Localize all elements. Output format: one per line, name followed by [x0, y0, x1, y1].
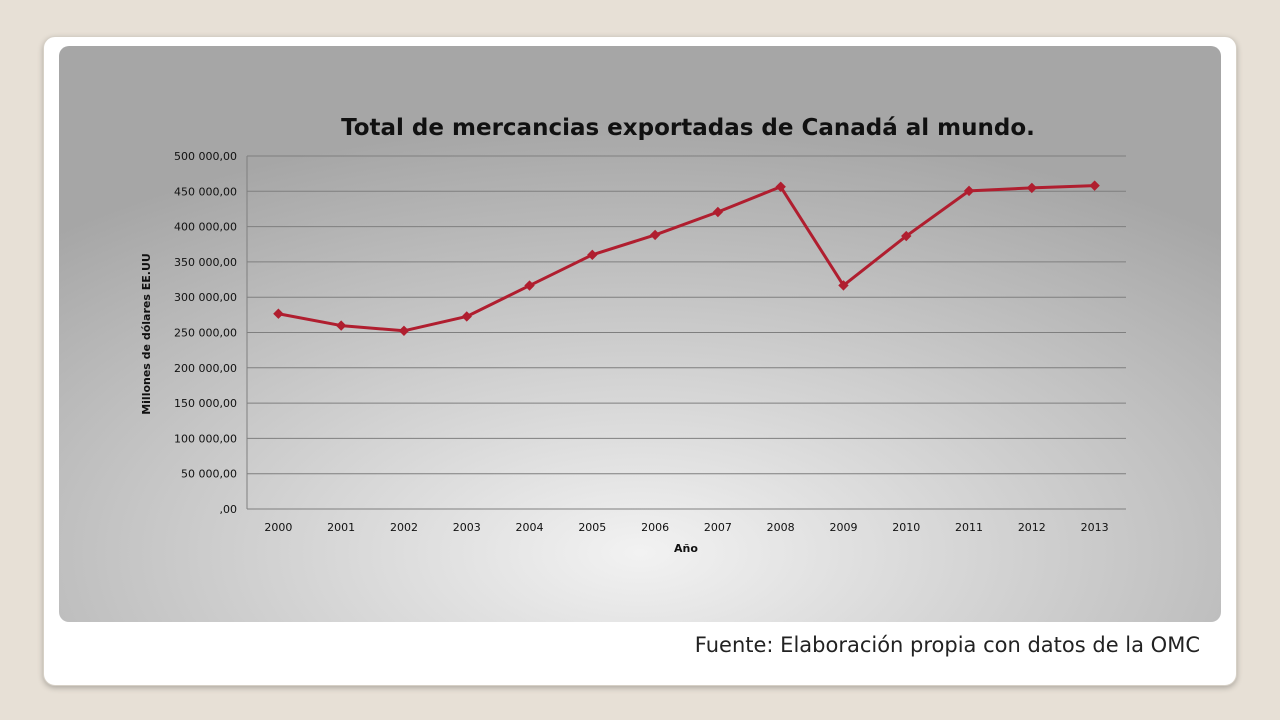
y-axis-ticks: ,00 50 000,00 100 000,00 150 000,00 200 000,… [174, 150, 237, 516]
x-tick-label: 2007 [704, 521, 732, 534]
y-tick-label: 200 000,00 [174, 362, 237, 375]
x-tick-label: 2006 [641, 521, 669, 534]
data-point-marker [398, 325, 410, 337]
y-tick-label: 250 000,00 [174, 327, 237, 340]
line-chart: Total de mercancias exportadas de Canadá… [59, 46, 1221, 622]
x-tick-label: 2009 [829, 521, 857, 534]
data-point-marker [649, 229, 661, 241]
y-tick-label: 100 000,00 [174, 432, 237, 445]
x-axis-ticks: 2000 2001 2002 2003 2004 2005 2006 2007 2008 2009… [264, 521, 1108, 534]
x-tick-label: 2012 [1018, 521, 1046, 534]
data-point-marker [587, 249, 598, 261]
data-point-marker [838, 280, 849, 291]
source-note: Fuente: Elaboración propia con datos de … [694, 633, 1200, 657]
y-tick-label: 350 000,00 [174, 256, 237, 269]
series-layer [273, 180, 1100, 337]
chart-background [59, 46, 1221, 622]
x-tick-label: 2010 [892, 521, 920, 534]
x-tick-label: 2004 [516, 521, 544, 534]
chart-title: Total de mercancias exportadas de Canadá… [341, 115, 1035, 141]
y-tick-label: 150 000,00 [174, 397, 237, 410]
y-axis-title: Millones de dólares EE.UU [140, 253, 153, 415]
data-point-marker [901, 230, 912, 242]
gridlines [246, 155, 1126, 510]
data-point-marker [335, 320, 347, 331]
x-tick-label: 2000 [264, 521, 292, 534]
data-point-marker [712, 206, 724, 218]
data-point-marker [524, 280, 535, 291]
data-point-marker [775, 181, 786, 192]
series-line [278, 184, 1095, 333]
y-tick-label: 400 000,00 [174, 221, 237, 234]
data-point-marker [461, 311, 472, 322]
data-point-marker [1089, 180, 1100, 191]
x-tick-label: 2001 [327, 521, 355, 534]
chart-panel: Total de mercancias exportadas de Canadá… [59, 46, 1221, 622]
y-tick-label: 500 000,00 [174, 150, 237, 163]
y-tick-label: 50 000,00 [181, 468, 237, 481]
x-tick-label: 2003 [453, 521, 481, 534]
x-tick-label: 2013 [1081, 521, 1109, 534]
data-point-marker [1026, 182, 1038, 194]
data-point-marker [273, 308, 284, 319]
y-tick-label: 300 000,00 [174, 291, 237, 304]
y-tick-label: ,00 [220, 503, 238, 516]
x-tick-label: 2011 [955, 521, 983, 534]
x-axis-title: Año [674, 542, 698, 555]
x-tick-label: 2008 [767, 521, 795, 534]
y-tick-label: 450 000,00 [174, 185, 237, 198]
x-tick-label: 2005 [578, 521, 606, 534]
data-point-marker [963, 185, 975, 197]
x-tick-label: 2002 [390, 521, 418, 534]
